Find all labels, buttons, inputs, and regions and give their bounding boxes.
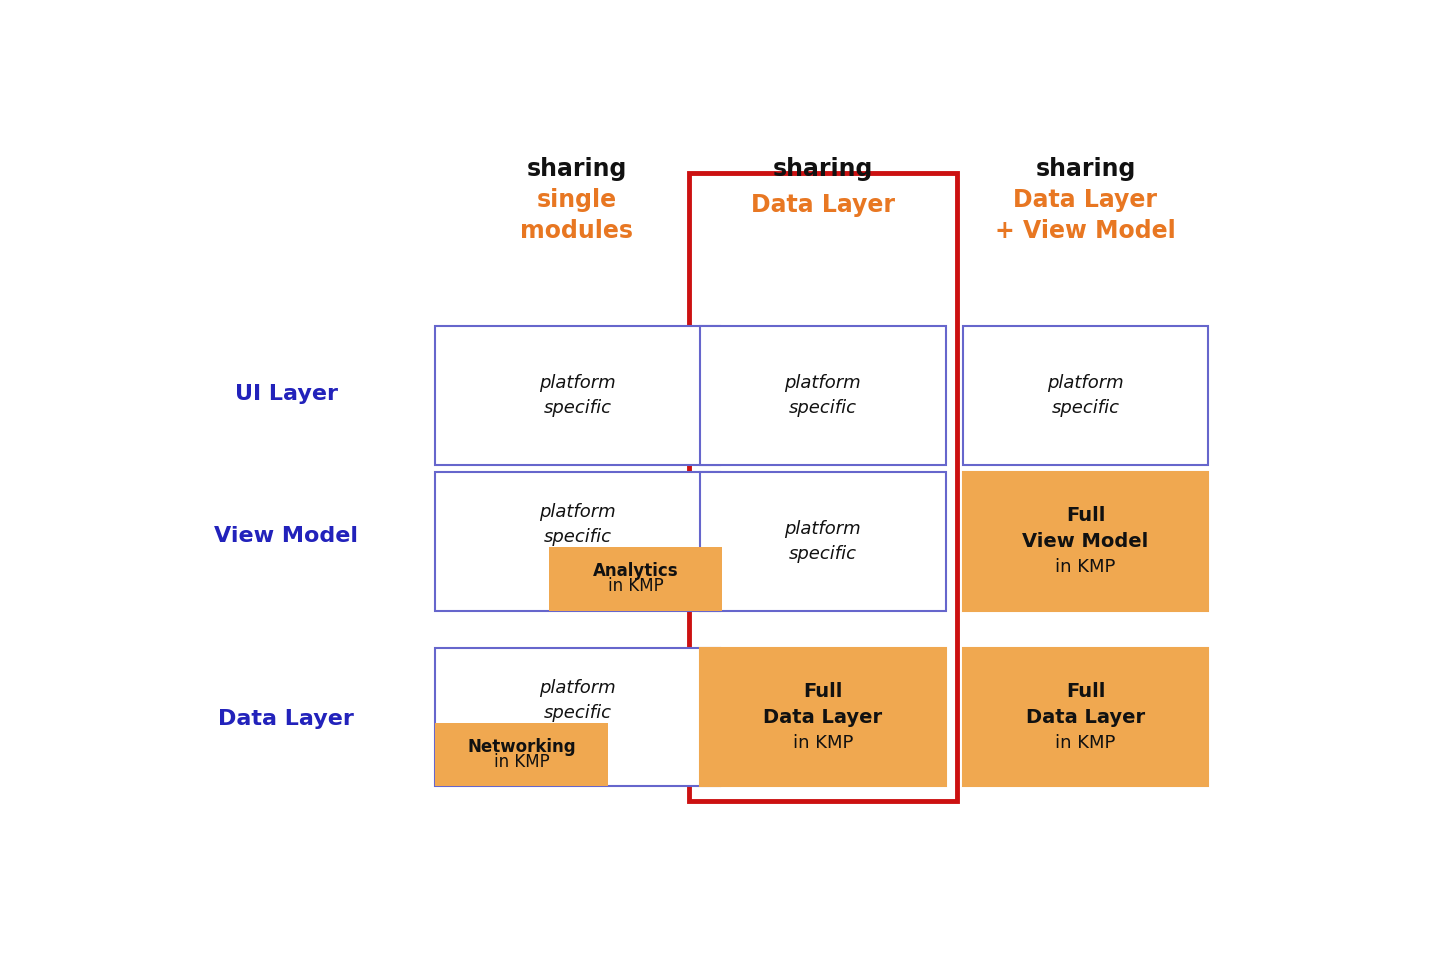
Text: Full: Full bbox=[1066, 506, 1105, 526]
Text: View Model: View Model bbox=[215, 526, 359, 545]
Text: platform
specific: platform specific bbox=[539, 374, 616, 417]
Text: Data Layer: Data Layer bbox=[1025, 708, 1145, 727]
Text: Full: Full bbox=[1066, 682, 1105, 702]
Text: platform
specific: platform specific bbox=[784, 520, 861, 563]
Text: in KMP: in KMP bbox=[793, 734, 854, 751]
Bar bbox=[549, 547, 722, 610]
Text: Data Layer: Data Layer bbox=[219, 710, 355, 729]
Bar bbox=[963, 648, 1208, 786]
Text: sharing: sharing bbox=[526, 157, 627, 181]
Text: Data Layer: Data Layer bbox=[763, 708, 883, 727]
Text: sharing: sharing bbox=[773, 157, 872, 181]
Bar bbox=[963, 327, 1208, 465]
Bar bbox=[435, 472, 720, 610]
Bar bbox=[699, 648, 946, 786]
Text: in KMP: in KMP bbox=[493, 753, 549, 771]
Text: platform
specific: platform specific bbox=[1047, 374, 1123, 417]
Text: single
modules: single modules bbox=[521, 189, 633, 243]
Bar bbox=[435, 723, 609, 786]
Text: Data Layer
+ View Model: Data Layer + View Model bbox=[995, 189, 1175, 243]
Text: in KMP: in KMP bbox=[607, 577, 663, 595]
Text: in KMP: in KMP bbox=[1056, 734, 1116, 751]
Text: Full: Full bbox=[803, 682, 842, 702]
Text: in KMP: in KMP bbox=[1056, 558, 1116, 575]
Text: platform
specific: platform specific bbox=[539, 679, 616, 722]
Text: sharing: sharing bbox=[1035, 157, 1136, 181]
Bar bbox=[689, 173, 957, 802]
Text: UI Layer: UI Layer bbox=[235, 384, 337, 403]
Text: View Model: View Model bbox=[1022, 532, 1149, 551]
Text: Networking: Networking bbox=[467, 738, 575, 756]
Bar bbox=[699, 327, 946, 465]
Text: Analytics: Analytics bbox=[593, 563, 679, 580]
Text: platform
specific: platform specific bbox=[539, 503, 616, 546]
Bar bbox=[963, 472, 1208, 610]
Bar bbox=[435, 648, 720, 786]
Text: platform
specific: platform specific bbox=[784, 374, 861, 417]
Text: Data Layer: Data Layer bbox=[751, 193, 895, 217]
Bar bbox=[699, 472, 946, 610]
Bar bbox=[435, 327, 720, 465]
